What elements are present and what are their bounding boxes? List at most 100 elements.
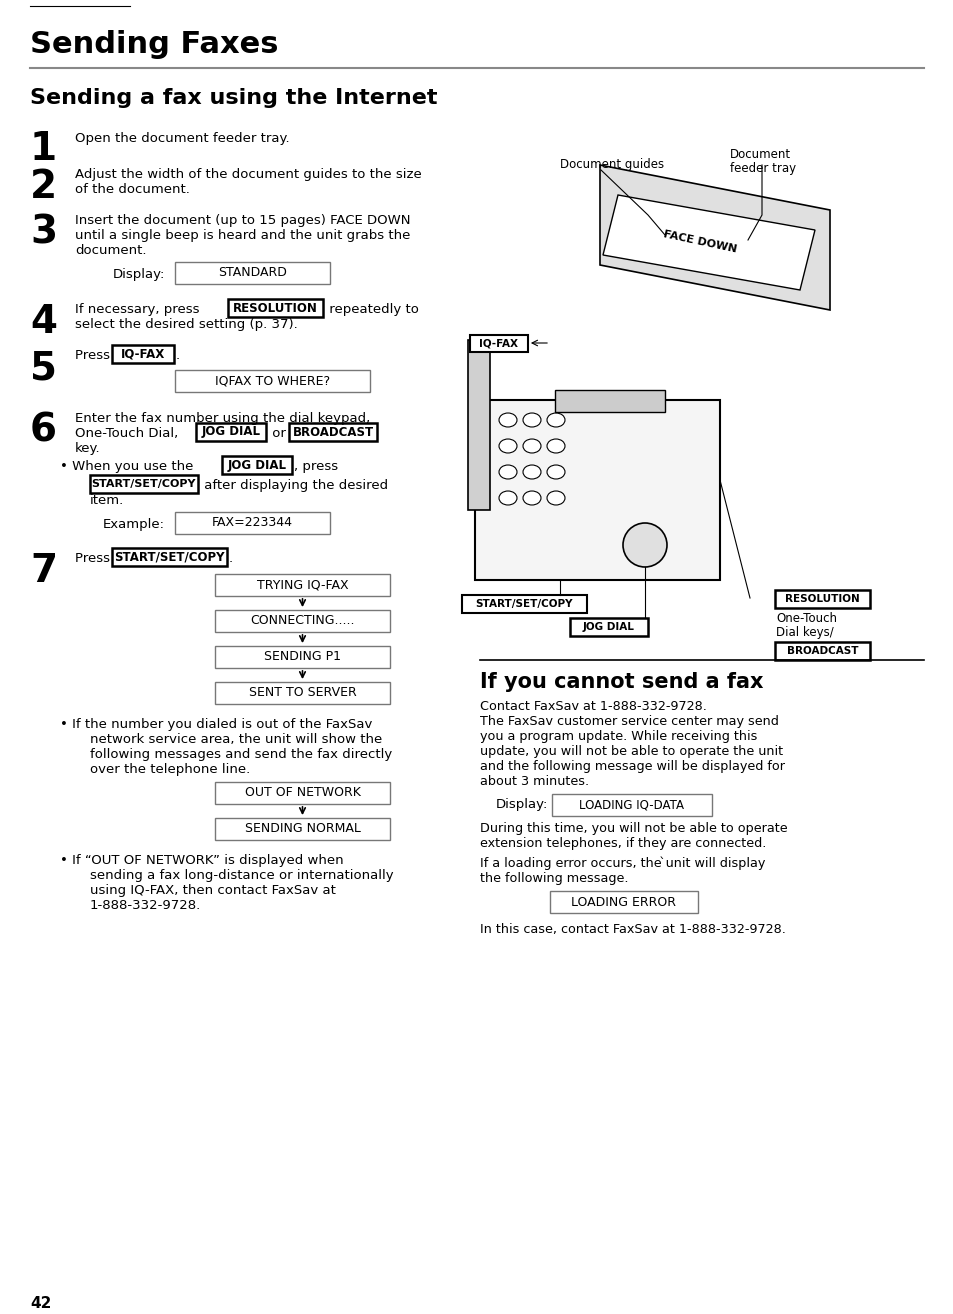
FancyBboxPatch shape bbox=[552, 794, 711, 816]
Text: If a loading error occurs, the ̀unit will display: If a loading error occurs, the ̀unit wil… bbox=[479, 857, 764, 870]
Text: .: . bbox=[229, 552, 233, 565]
Text: .: . bbox=[175, 350, 180, 361]
FancyBboxPatch shape bbox=[214, 782, 390, 804]
Polygon shape bbox=[468, 340, 490, 510]
Text: JOG DIAL: JOG DIAL bbox=[582, 622, 635, 632]
Text: Example:: Example: bbox=[103, 518, 165, 531]
Text: Dial keys/: Dial keys/ bbox=[775, 625, 833, 639]
FancyBboxPatch shape bbox=[174, 371, 370, 392]
Ellipse shape bbox=[498, 465, 517, 480]
Text: If you cannot send a fax: If you cannot send a fax bbox=[479, 671, 762, 692]
Text: One-Touch: One-Touch bbox=[775, 612, 836, 625]
Text: STANDARD: STANDARD bbox=[218, 267, 287, 280]
Text: SENDING NORMAL: SENDING NORMAL bbox=[244, 823, 360, 836]
FancyBboxPatch shape bbox=[195, 423, 266, 442]
Text: 1-888-332-9728.: 1-888-332-9728. bbox=[90, 899, 201, 912]
Text: The FaxSav customer service center may send: The FaxSav customer service center may s… bbox=[479, 715, 778, 728]
FancyBboxPatch shape bbox=[222, 456, 292, 474]
Text: following messages and send the fax directly: following messages and send the fax dire… bbox=[90, 748, 392, 761]
Text: During this time, you will not be able to operate: During this time, you will not be able t… bbox=[479, 823, 787, 834]
Polygon shape bbox=[599, 166, 829, 310]
Text: START/SET/COPY: START/SET/COPY bbox=[476, 599, 573, 608]
Ellipse shape bbox=[546, 465, 564, 480]
Text: LOADING ERROR: LOADING ERROR bbox=[571, 896, 676, 908]
Text: you a program update. While receiving this: you a program update. While receiving th… bbox=[479, 731, 757, 742]
Text: extension telephones, if they are connected.: extension telephones, if they are connec… bbox=[479, 837, 765, 850]
FancyBboxPatch shape bbox=[228, 300, 323, 317]
Text: 7: 7 bbox=[30, 552, 57, 590]
FancyBboxPatch shape bbox=[174, 512, 330, 533]
Text: repeatedly to: repeatedly to bbox=[325, 304, 418, 315]
Text: over the telephone line.: over the telephone line. bbox=[90, 763, 250, 777]
Text: 2: 2 bbox=[30, 168, 57, 206]
Text: BROADCAST: BROADCAST bbox=[786, 646, 858, 656]
Text: Document: Document bbox=[729, 148, 790, 162]
FancyBboxPatch shape bbox=[555, 390, 664, 413]
Text: or: or bbox=[268, 427, 290, 440]
Text: 4: 4 bbox=[30, 304, 57, 342]
Text: key.: key. bbox=[75, 442, 100, 455]
Text: START/SET/COPY: START/SET/COPY bbox=[114, 551, 225, 564]
Text: 6: 6 bbox=[30, 413, 57, 449]
Text: FAX=223344: FAX=223344 bbox=[212, 516, 293, 530]
Text: SENDING P1: SENDING P1 bbox=[264, 650, 340, 664]
Ellipse shape bbox=[522, 413, 540, 427]
Text: OUT OF NETWORK: OUT OF NETWORK bbox=[244, 787, 360, 799]
Text: item.: item. bbox=[90, 494, 124, 507]
FancyBboxPatch shape bbox=[214, 610, 390, 632]
Text: the following message.: the following message. bbox=[479, 872, 628, 886]
Text: Document guides: Document guides bbox=[559, 158, 663, 171]
FancyBboxPatch shape bbox=[90, 474, 198, 493]
Polygon shape bbox=[602, 194, 814, 290]
Text: 3: 3 bbox=[30, 214, 57, 252]
Text: update, you will not be able to operate the unit: update, you will not be able to operate … bbox=[479, 745, 782, 758]
FancyBboxPatch shape bbox=[461, 595, 586, 614]
Ellipse shape bbox=[522, 491, 540, 505]
Text: using IQ-FAX, then contact FaxSav at: using IQ-FAX, then contact FaxSav at bbox=[90, 884, 335, 897]
Text: IQFAX TO WHERE?: IQFAX TO WHERE? bbox=[214, 374, 330, 388]
Ellipse shape bbox=[498, 439, 517, 453]
FancyBboxPatch shape bbox=[774, 590, 869, 608]
Text: Insert the document (up to 15 pages) FACE DOWN: Insert the document (up to 15 pages) FAC… bbox=[75, 214, 410, 227]
Text: 1: 1 bbox=[30, 130, 57, 168]
Text: document.: document. bbox=[75, 244, 147, 258]
Ellipse shape bbox=[546, 491, 564, 505]
Text: IQ-FAX: IQ-FAX bbox=[479, 339, 518, 348]
Text: RESOLUTION: RESOLUTION bbox=[233, 301, 317, 314]
Text: If necessary, press: If necessary, press bbox=[75, 304, 204, 315]
FancyBboxPatch shape bbox=[174, 261, 330, 284]
Text: In this case, contact FaxSav at 1-888-332-9728.: In this case, contact FaxSav at 1-888-33… bbox=[479, 922, 785, 936]
FancyBboxPatch shape bbox=[774, 643, 869, 660]
Text: Press: Press bbox=[75, 350, 114, 361]
Text: FACE DOWN: FACE DOWN bbox=[661, 230, 737, 255]
Text: Sending Faxes: Sending Faxes bbox=[30, 30, 278, 59]
Text: and the following message will be displayed for: and the following message will be displa… bbox=[479, 759, 784, 773]
Text: CONNECTING.....: CONNECTING..... bbox=[250, 615, 355, 628]
Text: • When you use the: • When you use the bbox=[60, 460, 197, 473]
Text: select the desired setting (p. 37).: select the desired setting (p. 37). bbox=[75, 318, 297, 331]
Text: Contact FaxSav at 1-888-332-9728.: Contact FaxSav at 1-888-332-9728. bbox=[479, 700, 706, 714]
Text: sending a fax long-distance or internationally: sending a fax long-distance or internati… bbox=[90, 869, 394, 882]
FancyBboxPatch shape bbox=[214, 574, 390, 597]
Ellipse shape bbox=[498, 491, 517, 505]
Text: 42: 42 bbox=[30, 1296, 51, 1311]
Text: network service area, the unit will show the: network service area, the unit will show… bbox=[90, 733, 382, 746]
Text: One-Touch Dial,: One-Touch Dial, bbox=[75, 427, 182, 440]
Text: IQ-FAX: IQ-FAX bbox=[121, 347, 165, 360]
Polygon shape bbox=[475, 399, 720, 579]
Text: RESOLUTION: RESOLUTION bbox=[784, 594, 859, 604]
Text: • If “OUT OF NETWORK” is displayed when: • If “OUT OF NETWORK” is displayed when bbox=[60, 854, 343, 867]
Text: about 3 minutes.: about 3 minutes. bbox=[479, 775, 589, 788]
Text: SENT TO SERVER: SENT TO SERVER bbox=[249, 686, 356, 699]
Ellipse shape bbox=[522, 465, 540, 480]
Text: Display:: Display: bbox=[112, 268, 165, 281]
FancyBboxPatch shape bbox=[550, 891, 698, 913]
Text: of the document.: of the document. bbox=[75, 183, 190, 196]
Text: LOADING IQ-DATA: LOADING IQ-DATA bbox=[578, 799, 684, 812]
Text: JOG DIAL: JOG DIAL bbox=[201, 426, 260, 439]
Text: • If the number you dialed is out of the FaxSav: • If the number you dialed is out of the… bbox=[60, 717, 372, 731]
Text: Adjust the width of the document guides to the size: Adjust the width of the document guides … bbox=[75, 168, 421, 181]
Text: START/SET/COPY: START/SET/COPY bbox=[91, 480, 196, 489]
FancyBboxPatch shape bbox=[470, 335, 527, 352]
FancyBboxPatch shape bbox=[214, 819, 390, 840]
